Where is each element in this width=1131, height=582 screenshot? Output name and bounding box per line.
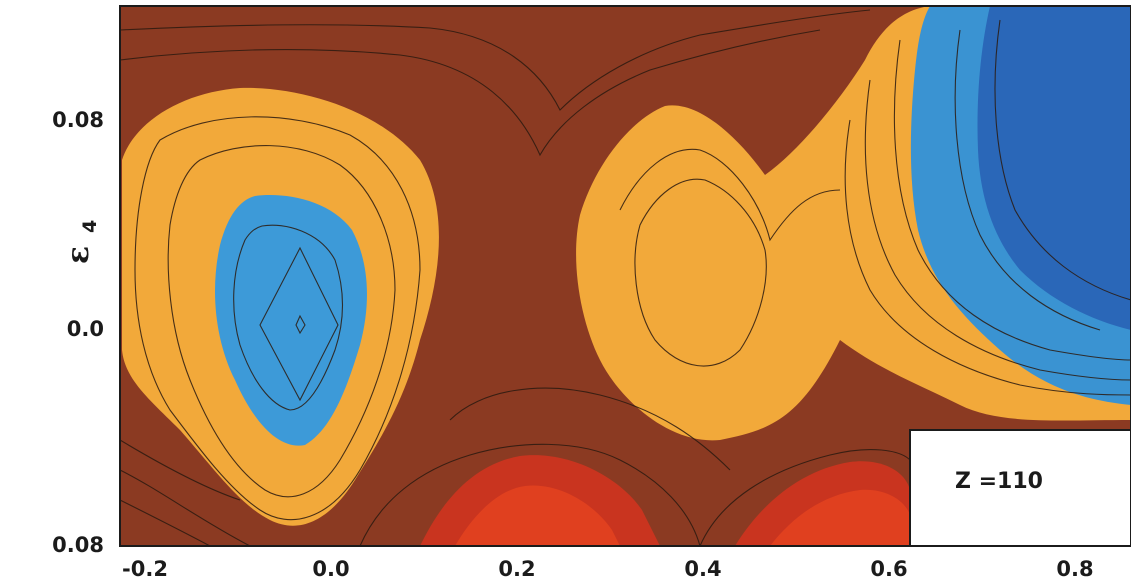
- contour-lines: [120, 9, 1131, 546]
- x-tick-label: -0.2: [122, 557, 168, 581]
- y-axis-label: ε 4: [61, 220, 101, 264]
- x-tick-label: 0.8: [1056, 557, 1093, 581]
- x-tick-label: 0.6: [870, 557, 907, 581]
- y-axis-label-subscript: 4: [79, 220, 101, 233]
- contour-region-minimum: [215, 195, 367, 446]
- y-axis-ticks: 0.08 0.0 0.08: [52, 108, 104, 557]
- y-axis-label-symbol: ε: [61, 246, 96, 264]
- y-tick-label: 0.08: [52, 108, 104, 132]
- x-tick-label: 0.4: [684, 557, 721, 581]
- contour-region-high: [455, 485, 620, 546]
- x-tick-label: 0.2: [498, 557, 535, 581]
- contour-region-high: [770, 489, 910, 546]
- y-tick-label: 0.0: [67, 317, 104, 341]
- x-axis-ticks: -0.2 0.0 0.2 0.4 0.6 0.8: [122, 557, 1094, 581]
- y-tick-label: 0.08: [52, 533, 104, 557]
- contour-region-deep-minimum: [977, 6, 1131, 330]
- annotation-box: Z =110: [909, 429, 1131, 547]
- plot-frame: [119, 5, 1131, 547]
- annotation-text: Z =110: [955, 469, 1043, 494]
- x-tick-label: 0.0: [312, 557, 349, 581]
- contour-plot-area: [120, 6, 1131, 546]
